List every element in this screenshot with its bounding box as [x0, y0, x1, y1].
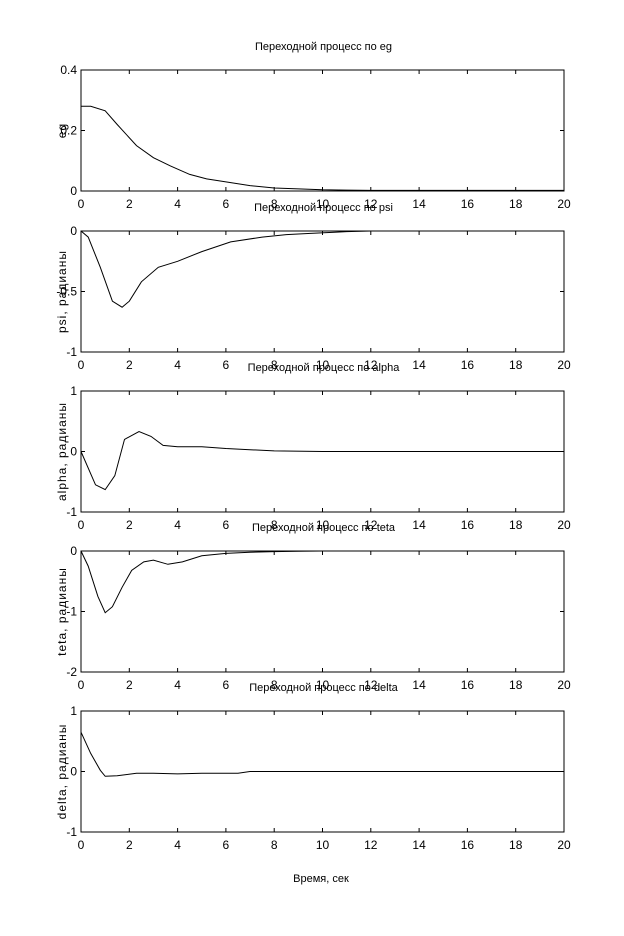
x-tick-label: 12 — [364, 678, 378, 692]
x-tick-label: 12 — [364, 838, 378, 852]
x-tick-label: 14 — [412, 518, 426, 532]
x-tick-label: 12 — [364, 358, 378, 372]
y-tick-label: -1 — [66, 505, 77, 519]
x-tick-label: 4 — [174, 518, 181, 532]
subplot-title: Переходной процесс по eg — [255, 41, 392, 53]
x-tick-label: 6 — [223, 838, 230, 852]
x-tick-label: 18 — [509, 678, 523, 692]
x-tick-label: 8 — [271, 197, 278, 211]
series-line — [81, 105, 564, 191]
x-tick-label: 20 — [557, 838, 571, 852]
axes-frame — [80, 230, 565, 353]
x-tick-label: 4 — [174, 197, 181, 211]
x-tick-label: 16 — [461, 678, 475, 692]
y-tick-label: -0.5 — [56, 285, 77, 299]
y-tick-label: 1 — [70, 704, 77, 718]
x-tick-label: 2 — [126, 197, 133, 211]
y-tick-label: 0 — [70, 765, 77, 779]
series-line — [80, 550, 564, 614]
x-tick-label: 14 — [412, 838, 426, 852]
y-tick-label: -1 — [66, 605, 77, 619]
y-axis-label: alpha, радианы — [55, 402, 69, 501]
x-tick-label: 2 — [126, 518, 133, 532]
x-tick-label: 14 — [412, 678, 426, 692]
subplot-title: Переходной процесс по alpha — [248, 362, 401, 374]
x-tick-label: 8 — [271, 358, 278, 372]
axes-frame — [80, 69, 565, 192]
x-tick-label: 18 — [509, 838, 523, 852]
x-tick-label: 4 — [174, 678, 181, 692]
y-tick-label: -2 — [66, 665, 77, 679]
x-tick-label: 12 — [364, 197, 378, 211]
x-tick-label: 12 — [364, 518, 378, 532]
x-tick-label: 0 — [78, 518, 85, 532]
x-tick-label: 18 — [509, 518, 523, 532]
x-tick-label: 10 — [316, 197, 330, 211]
y-tick-label: 0.4 — [60, 63, 77, 77]
x-tick-label: 16 — [461, 518, 475, 532]
y-tick-label: 0 — [70, 445, 77, 459]
x-tick-label: 10 — [316, 838, 330, 852]
y-axis-label: teta, радианы — [55, 567, 69, 656]
x-tick-label: 4 — [174, 838, 181, 852]
x-tick-label: 8 — [271, 518, 278, 532]
x-tick-label: 6 — [223, 678, 230, 692]
y-tick-label: 0 — [70, 544, 77, 558]
x-tick-label: 16 — [461, 197, 475, 211]
subplots: Переходной процесс по eg0 2 4 6 8 10 12 14 16 18 2… — [55, 41, 571, 852]
x-tick-label: 2 — [126, 838, 133, 852]
series-line — [80, 731, 564, 777]
x-tick-label: 10 — [316, 358, 330, 372]
subplot-4: Переходной процесс по teta 0 2 4 6 8 10 12 14 16 1… — [55, 522, 571, 692]
x-tick-label: 2 — [126, 678, 133, 692]
series-line — [80, 430, 564, 491]
y-tick-label: 0.2 — [60, 124, 77, 138]
x-tick-label: 8 — [271, 838, 278, 852]
x-tick-label: 10 — [316, 518, 330, 532]
x-tick-label: 8 — [271, 678, 278, 692]
y-axis-label: eg — [55, 123, 69, 138]
x-tick-label: 20 — [557, 518, 571, 532]
x-tick-label: 0 — [78, 197, 85, 211]
x-tick-label: 14 — [412, 358, 426, 372]
x-tick-label: 20 — [557, 197, 571, 211]
x-tick-label: 6 — [223, 197, 230, 211]
x-tick-label: 0 — [78, 838, 85, 852]
x-tick-label: 16 — [461, 838, 475, 852]
subplot-title: Переходной процесс по teta — [252, 522, 396, 534]
subplot-2: Переходной процесс по psi 0 2 4 6 8 10 12 14 16 18… — [55, 202, 571, 372]
x-tick-label: 18 — [509, 197, 523, 211]
y-tick-label: 0 — [70, 184, 77, 198]
subplot-1: Переходной процесс по eg 0 2 4 6 8 10 12 14 16 18 2… — [55, 41, 571, 211]
x-tick-label: 0 — [78, 358, 85, 372]
x-tick-label: 20 — [557, 678, 571, 692]
y-axis-label: delta, радианы — [55, 724, 69, 820]
x-tick-label: 10 — [316, 678, 330, 692]
x-tick-label: 6 — [223, 518, 230, 532]
x-tick-label: 0 — [78, 678, 85, 692]
subplot-title: Переходной процесс по psi — [254, 202, 393, 214]
x-axis-label: Время, сек — [293, 873, 349, 885]
y-tick-label: -1 — [66, 825, 77, 839]
y-axis-label: psi, радианы — [55, 250, 69, 333]
x-tick-label: 2 — [126, 358, 133, 372]
x-tick-label: 4 — [174, 358, 181, 372]
y-tick-label: 1 — [70, 384, 77, 398]
x-tick-label: 16 — [461, 358, 475, 372]
x-tick-label: 18 — [509, 358, 523, 372]
subplot-title: Переходной процесс по delta — [249, 682, 398, 694]
axes-frame — [80, 550, 565, 673]
y-tick-label: -1 — [66, 345, 77, 359]
series-line — [80, 230, 564, 308]
x-tick-label: 6 — [223, 358, 230, 372]
x-tick-label: 14 — [412, 197, 426, 211]
x-tick-label: 20 — [557, 358, 571, 372]
y-tick-label: 0 — [70, 224, 77, 238]
